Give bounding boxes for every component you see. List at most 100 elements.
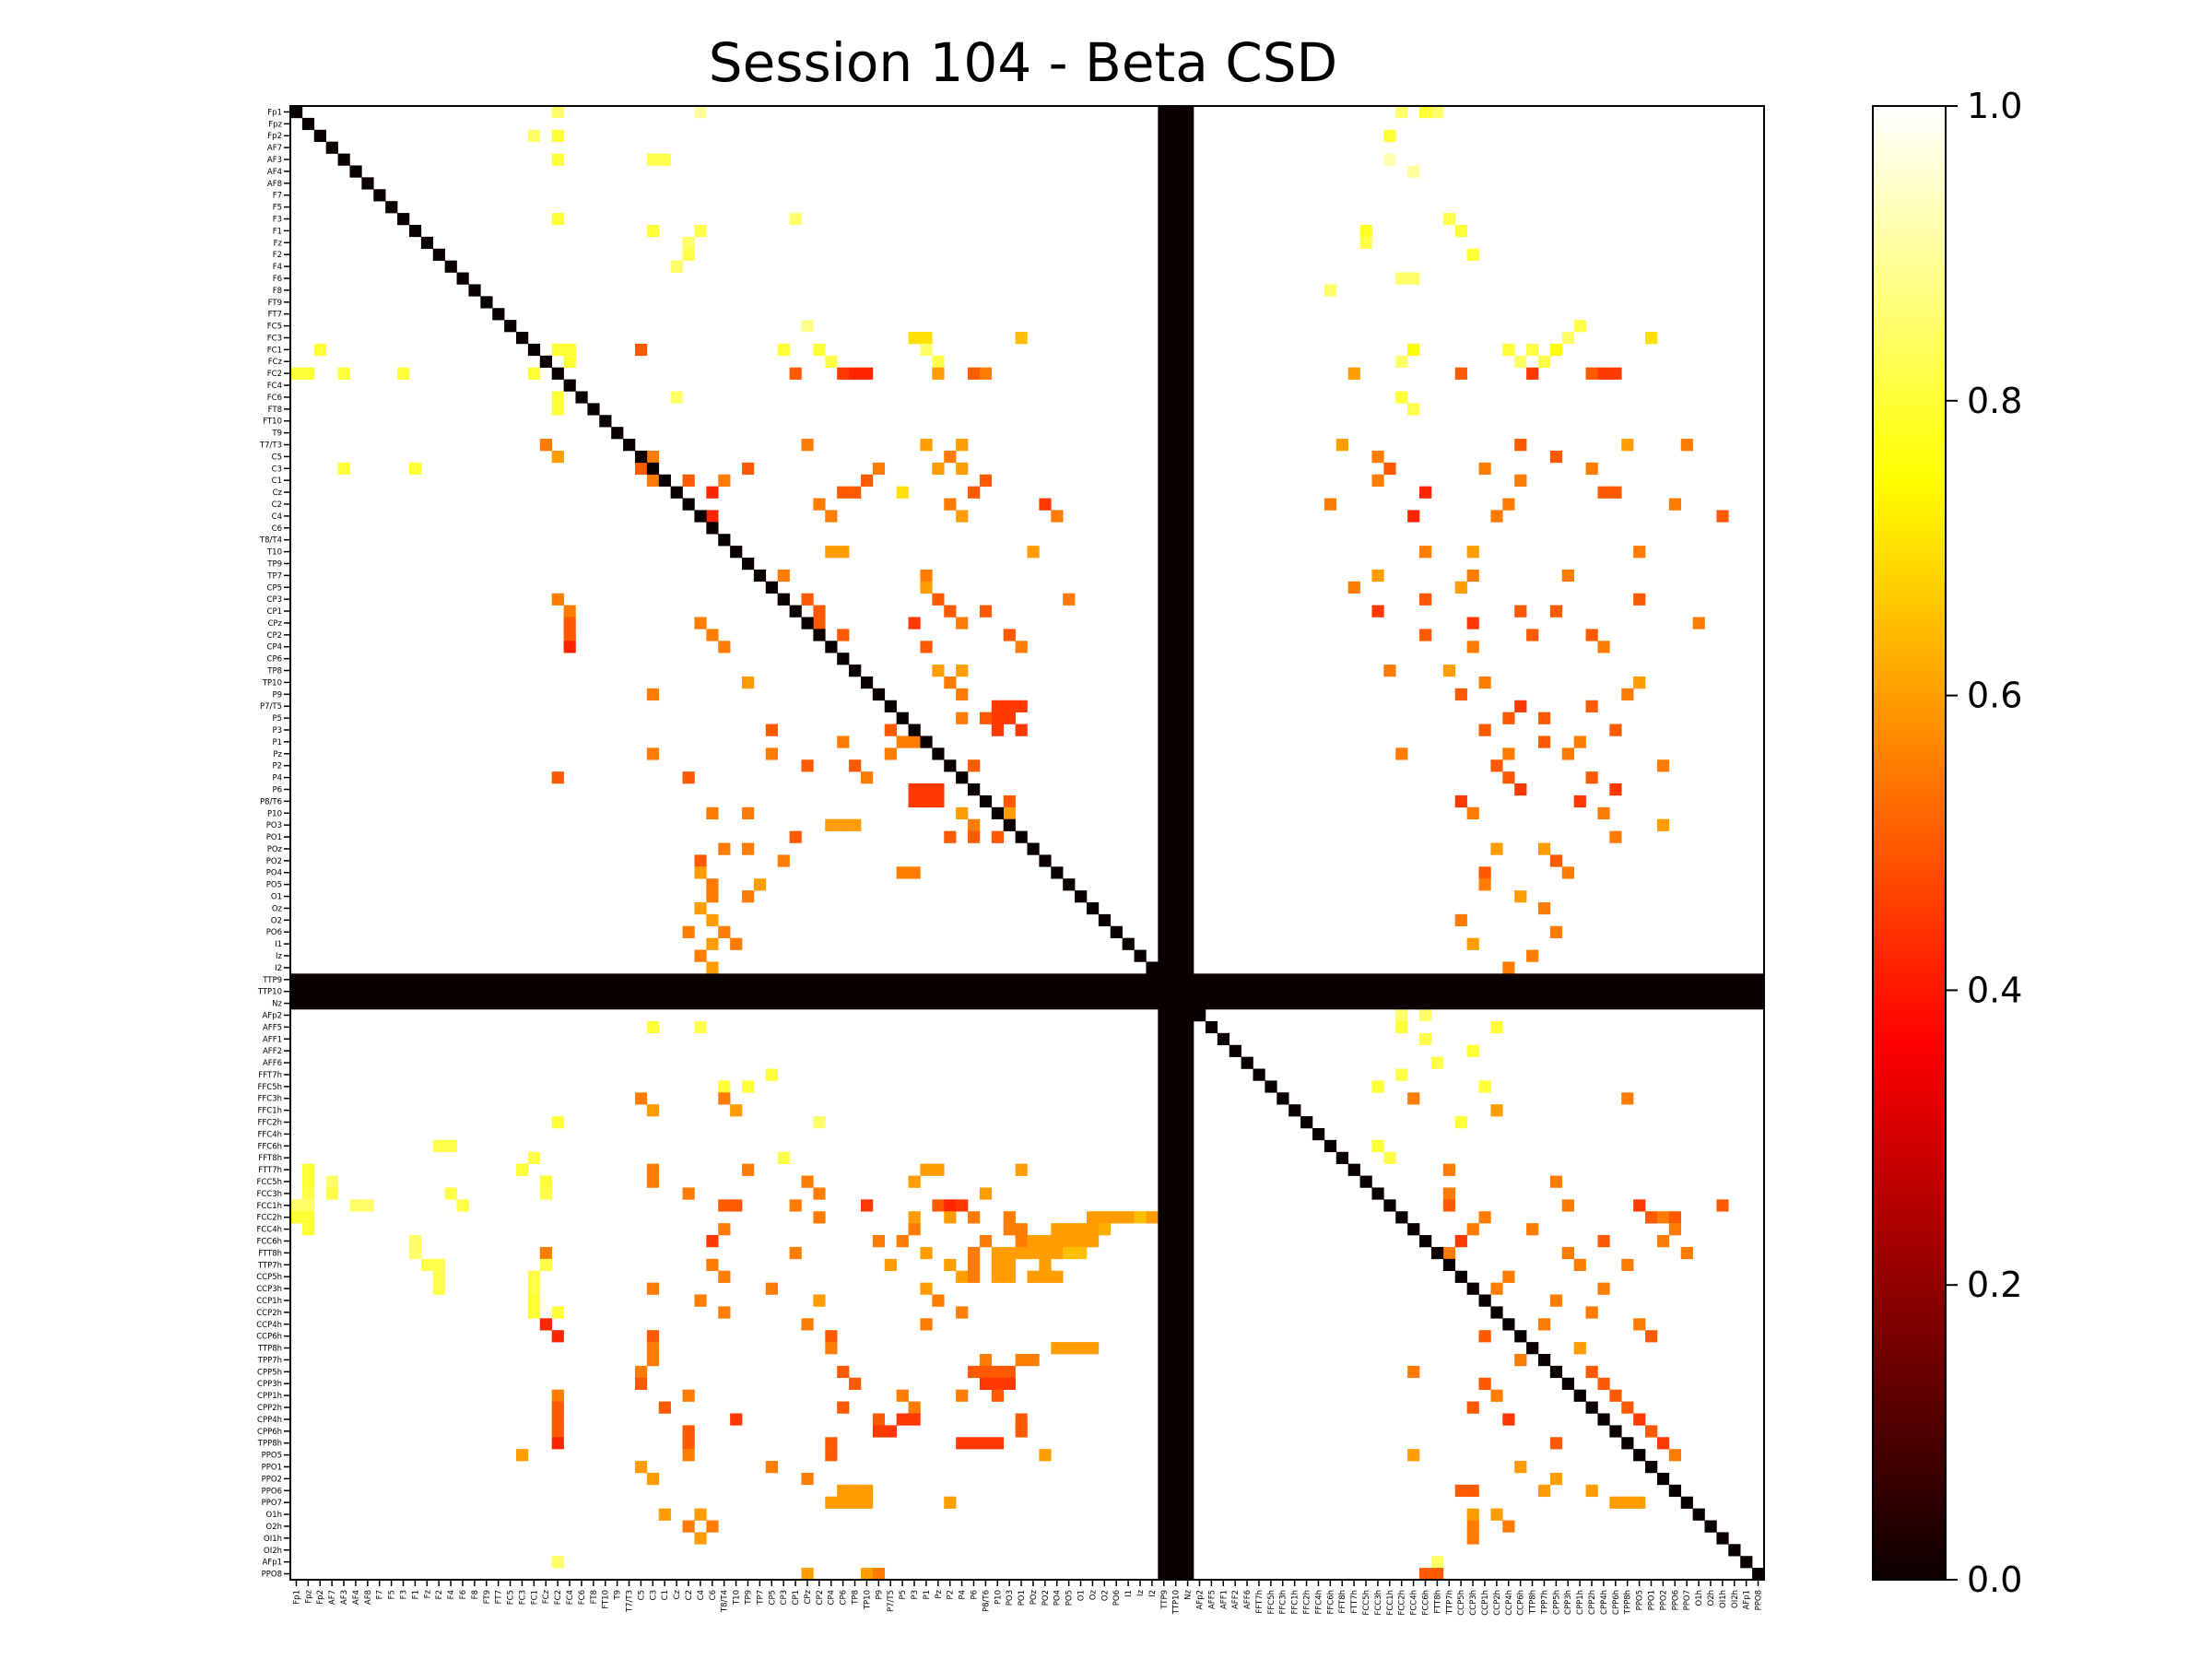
heatmap-cell: [1609, 783, 1622, 796]
heatmap-cell: [1003, 712, 1016, 724]
heatmap-cell: [991, 1437, 1005, 1450]
heatmap-cell: [1633, 1318, 1646, 1331]
heatmap-cell: [1621, 1401, 1634, 1414]
y-tick-label: PO3: [266, 821, 282, 830]
diagonal-cell: [1537, 1353, 1551, 1367]
diagonal-cell: [1740, 1556, 1753, 1569]
colorbar-tick-label: 0.0: [1967, 1559, 2022, 1600]
heatmap-cell: [1549, 343, 1563, 357]
y-tick-label: Cz: [273, 488, 283, 498]
diagonal-cell: [1312, 1127, 1325, 1141]
x-tick-label: CPz: [804, 1589, 813, 1604]
heatmap-cell: [1442, 1246, 1456, 1260]
y-tick-label: Fpz: [268, 120, 282, 129]
heatmap-cell: [1680, 439, 1693, 452]
heatmap-cell: [516, 1449, 529, 1462]
y-tick-label: FC3: [267, 334, 282, 343]
heatmap-cell: [1656, 1235, 1670, 1248]
heatmap-cell: [1359, 236, 1372, 250]
x-tick-label: P10: [994, 1590, 1003, 1605]
heatmap-cell: [1454, 913, 1467, 927]
heatmap-cell: [1668, 1211, 1682, 1224]
heatmap-cell: [1573, 1258, 1586, 1272]
heatmap-cell: [956, 712, 969, 724]
y-tick-label: FT9: [268, 299, 282, 308]
heatmap-cell: [920, 581, 933, 594]
heatmap-cell: [694, 854, 707, 867]
y-tick-label: PPO8: [262, 1571, 282, 1580]
heatmap-cell: [849, 759, 862, 772]
y-tick-label: FCC5h: [256, 1178, 282, 1187]
matrix-frame: [289, 105, 1765, 1581]
heatmap-cell: [1585, 629, 1598, 641]
x-tick-label: C6: [709, 1590, 718, 1600]
y-tick-label: CPP6h: [257, 1428, 282, 1437]
heatmap-cell: [1645, 1330, 1658, 1343]
heatmap-cell: [920, 1246, 933, 1260]
heatmap-cell: [551, 153, 564, 166]
heatmap-cell: [1110, 1211, 1123, 1224]
diagonal-cell: [527, 343, 541, 357]
heatmap-cell: [944, 676, 957, 689]
heatmap-cell: [694, 617, 707, 629]
heatmap-cell: [718, 1270, 731, 1283]
heatmap-cell: [979, 367, 993, 380]
heatmap-cell: [682, 925, 695, 938]
x-tick-label: CP4: [828, 1590, 837, 1605]
diagonal-cell: [1277, 1092, 1289, 1105]
heatmap-cell: [1383, 153, 1396, 166]
x-tick-label: FT10: [602, 1590, 611, 1609]
heatmap-cell: [1514, 605, 1527, 618]
x-tick-label: T10: [733, 1590, 742, 1606]
heatmap-cell: [991, 700, 1005, 712]
diagonal-cell: [456, 272, 469, 285]
heatmap-cell: [1454, 1116, 1467, 1129]
y-tick-label: AF8: [267, 180, 282, 189]
diagonal-cell: [777, 593, 790, 606]
y-tick-label: CCP2h: [256, 1309, 282, 1318]
y-tick-label: P7/T5: [260, 702, 282, 712]
heatmap-cell: [825, 1342, 838, 1355]
heatmap-cell: [408, 1246, 422, 1260]
heatmap-cell: [884, 724, 897, 736]
heatmap-cell: [1633, 1413, 1646, 1426]
heatmap-cell: [1027, 1246, 1040, 1260]
heatmap-cell: [1122, 1211, 1135, 1224]
y-tick-label: Fp1: [267, 108, 282, 117]
heatmap-cell: [349, 1199, 362, 1212]
heatmap-cell: [837, 546, 850, 559]
heatmap-cell: [956, 688, 969, 701]
heatmap-cell: [1383, 1151, 1396, 1164]
heatmap-cell: [944, 830, 957, 843]
heatmap-cell: [765, 747, 779, 760]
x-tick-label: AF8: [364, 1590, 373, 1605]
y-tick-label: CP2: [267, 631, 282, 641]
heatmap-cell: [1098, 1223, 1112, 1236]
y-tick-label: PO6: [266, 928, 282, 937]
y-tick-label: P8/T6: [260, 797, 282, 806]
x-tick-label: PPO7: [1683, 1590, 1692, 1610]
heatmap-cell: [563, 641, 576, 653]
y-tick-label: TTP8h: [257, 1345, 282, 1354]
diagonal-cell: [1075, 890, 1088, 903]
colorbar-ticks: 0.0 0.2 0.4 0.6 0.8 1.0: [1946, 86, 2022, 1600]
x-tick-label: FFC4h: [1314, 1590, 1324, 1615]
x-tick-label: T8/T4: [721, 1590, 730, 1613]
y-tick-label: FCC3h: [256, 1190, 282, 1199]
heatmap-cell: [979, 1437, 993, 1450]
heatmap-cell: [1609, 486, 1622, 499]
diagonal-cell: [920, 735, 933, 748]
zero-column-nz: [1182, 106, 1194, 1580]
heatmap-cell: [742, 1163, 755, 1176]
heatmap-cell: [920, 1282, 933, 1295]
heatmap-cell: [932, 1199, 945, 1212]
heatmap-cell: [1549, 1294, 1563, 1307]
heatmap-cell: [1514, 783, 1527, 796]
y-tick-labels: Fp1 Fpz Fp2 AF7 AF3 AF4 AF8 F7 F5 F3 F1 Fz F2 F4 F6 F8 F…: [256, 108, 282, 1579]
x-tick-label: AFF5: [1207, 1590, 1217, 1609]
heatmap-cell: [742, 806, 755, 820]
heatmap-cell: [1015, 641, 1028, 653]
x-tick-label: P1: [923, 1590, 932, 1600]
diagonal-cell: [563, 379, 576, 392]
heatmap-cell: [527, 1306, 541, 1319]
